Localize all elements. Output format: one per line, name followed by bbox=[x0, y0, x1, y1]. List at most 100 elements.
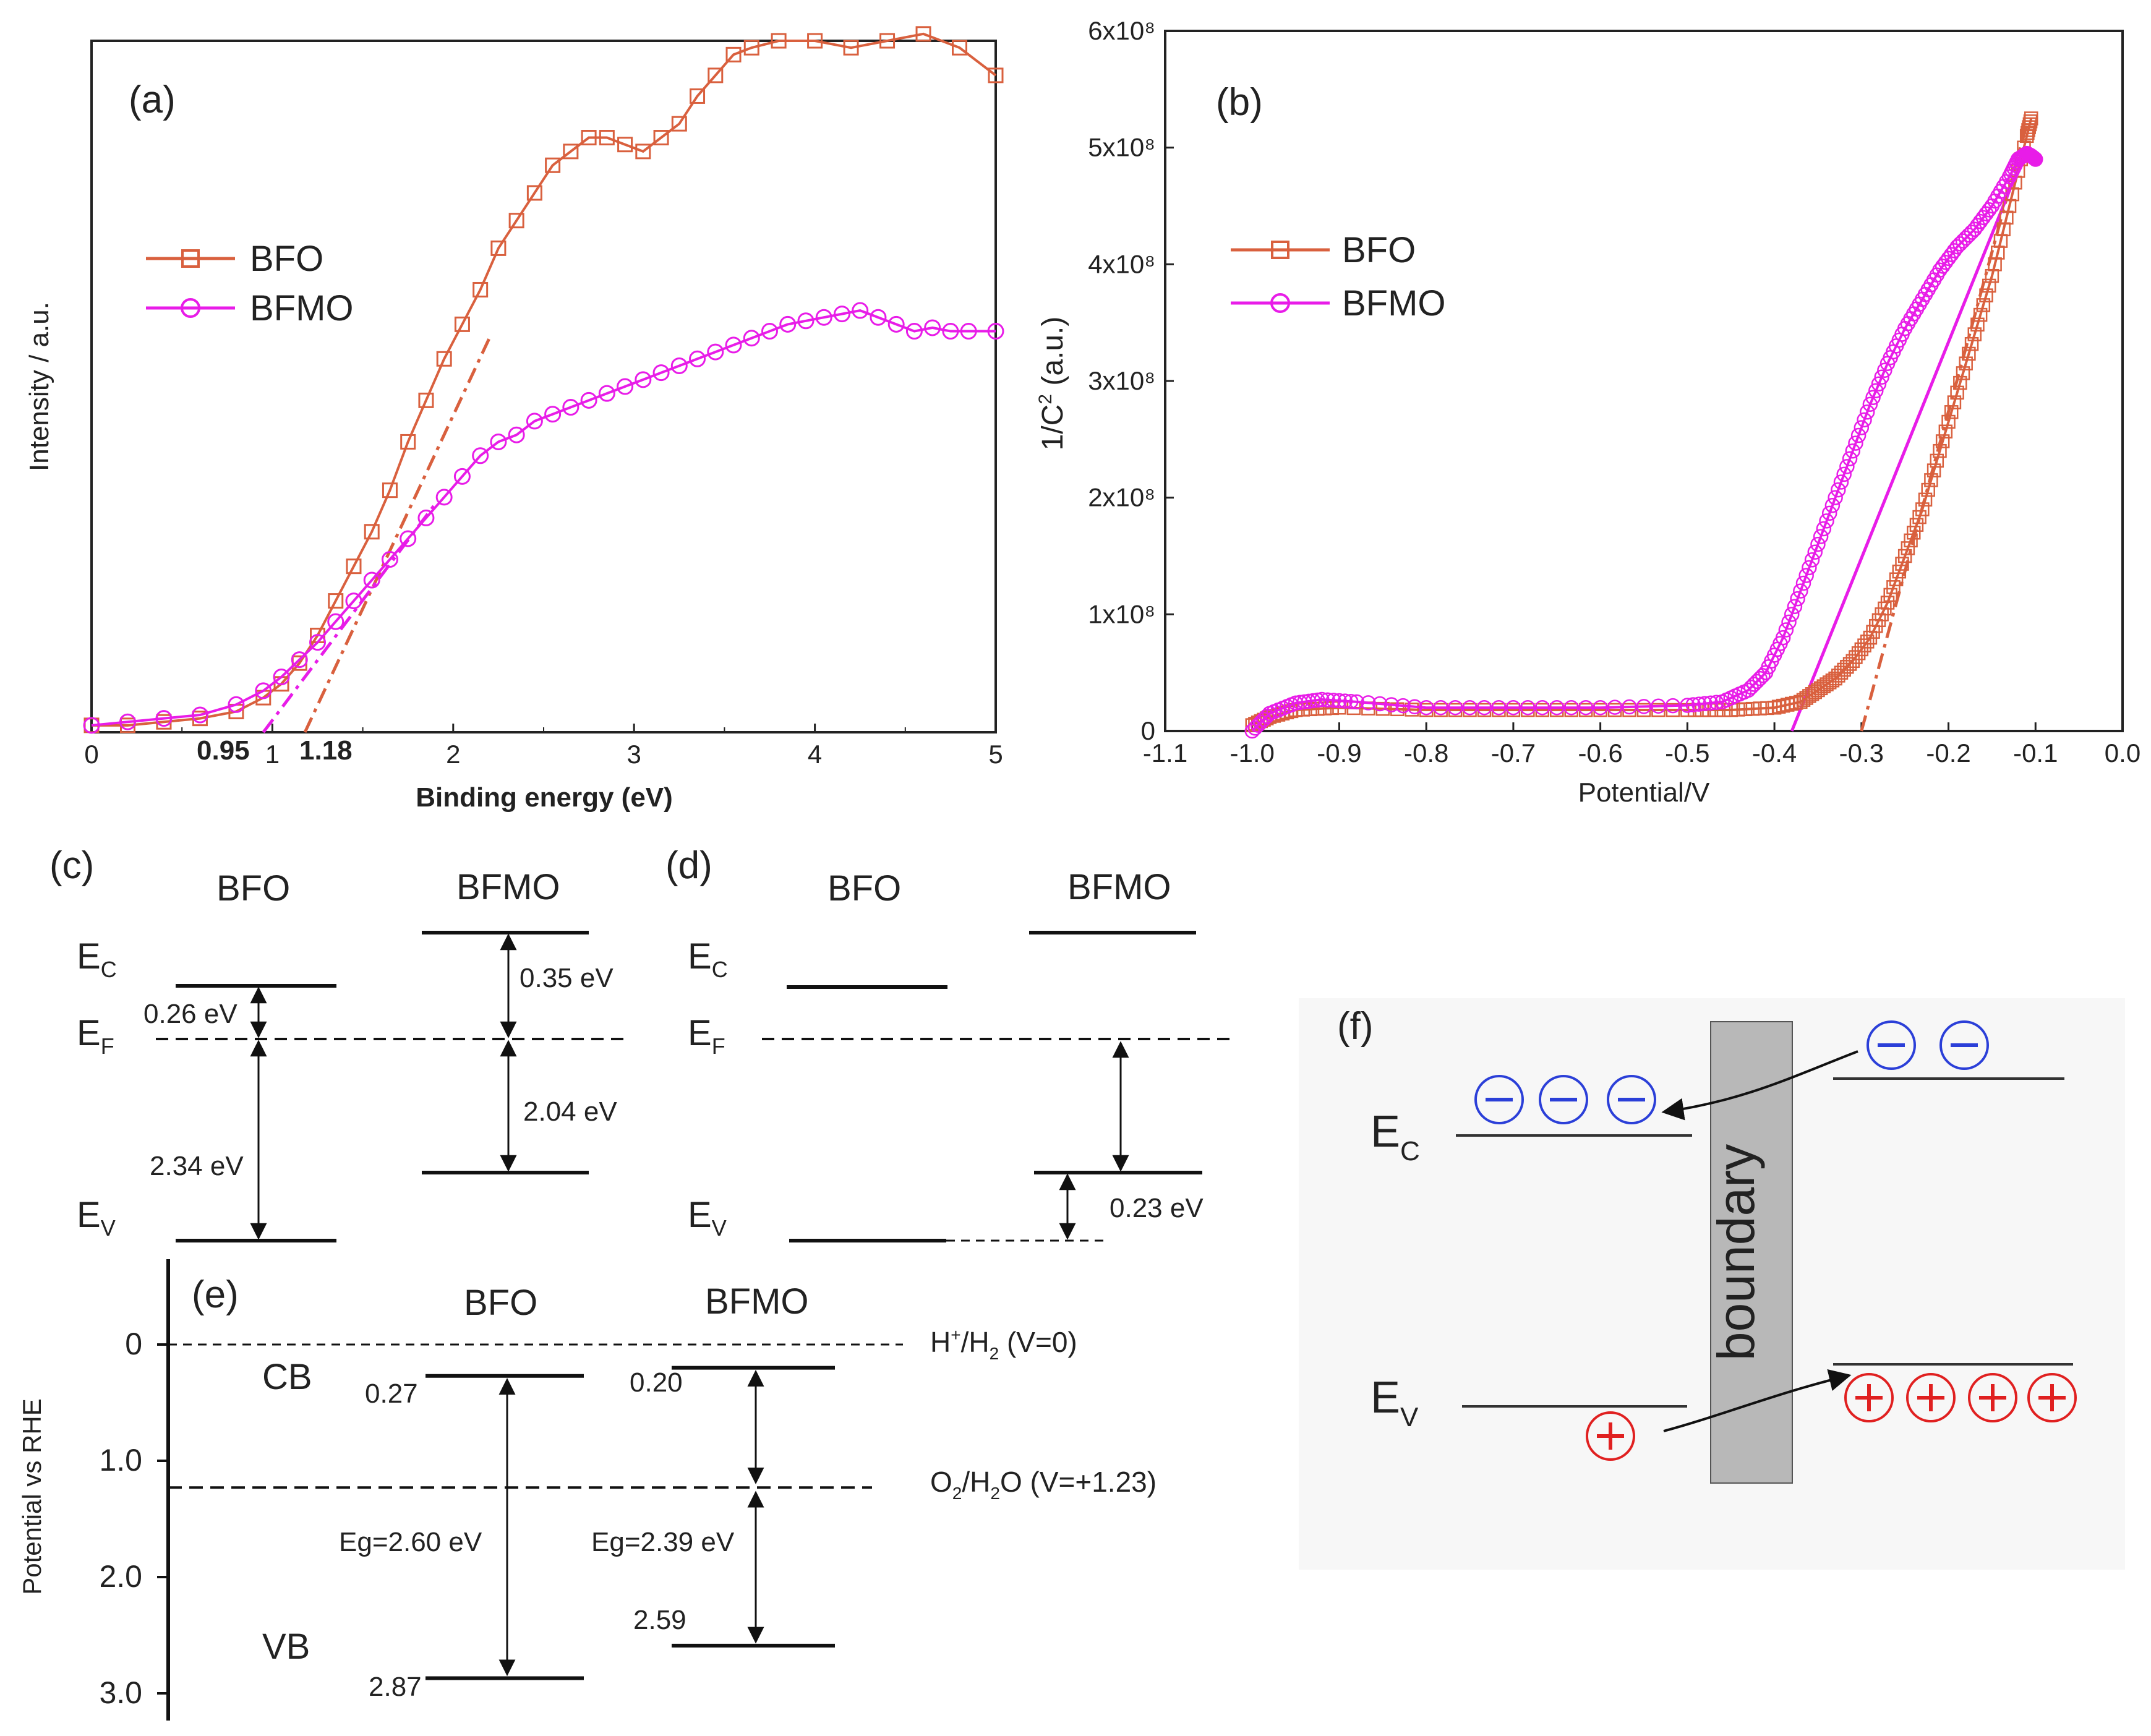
a-bfmo-point bbox=[490, 433, 507, 450]
b-y-tick-label: 1x10⁸ bbox=[1088, 599, 1155, 628]
b-bfo-point bbox=[1926, 463, 1941, 477]
b-bfmo-point bbox=[1749, 673, 1765, 690]
b-bfmo-point bbox=[1824, 497, 1841, 513]
b-bfmo-point bbox=[1810, 536, 1826, 552]
b-bfmo-point bbox=[1680, 698, 1695, 713]
a-bfmo-point bbox=[797, 312, 815, 330]
b-y-tick-label: 5x10⁸ bbox=[1088, 133, 1155, 162]
a-bfmo-point bbox=[689, 350, 706, 367]
a-bfo-point bbox=[599, 130, 615, 146]
b-bfo-point bbox=[1982, 278, 1996, 293]
b-bfmo-point bbox=[1447, 700, 1463, 716]
a-bfo-point bbox=[490, 240, 507, 256]
panel-f-label: (f) bbox=[1337, 1005, 1374, 1048]
panel-c-gap-234: 2.34 eV bbox=[150, 1151, 244, 1181]
panel-e-ylabel: Potential vs RHE bbox=[17, 1398, 46, 1594]
a-bfmo-point bbox=[887, 315, 905, 333]
b-bfmo-point bbox=[1862, 396, 1878, 412]
b-bfo-point bbox=[1909, 518, 1924, 532]
panel-c-bfo-title: BFO bbox=[216, 868, 290, 909]
panel-d-ec: EC bbox=[688, 936, 728, 982]
panel-b-frame bbox=[1164, 30, 2124, 732]
a-bfo-point bbox=[454, 316, 470, 332]
b-bfmo-point bbox=[1949, 239, 1965, 255]
panel-f: (f) boundary EC EV bbox=[1299, 998, 2125, 1570]
panel-f-charges bbox=[1474, 1020, 2077, 1461]
b-bfo-point bbox=[1921, 482, 1935, 497]
electron-icon bbox=[1474, 1075, 1524, 1124]
b-bfmo-point bbox=[1871, 376, 1887, 391]
a-bfmo-point bbox=[870, 309, 887, 326]
b-bfo-point bbox=[1311, 701, 1325, 716]
b-bfo-point bbox=[1738, 702, 1753, 717]
hole-icon bbox=[1968, 1373, 2017, 1422]
a-bfo-point bbox=[526, 185, 542, 201]
b-x-tick-label: -0.5 bbox=[1665, 738, 1709, 768]
a-x-tick-label: 1 bbox=[265, 740, 280, 769]
b-bfmo-point bbox=[1868, 383, 1884, 398]
a-bfmo-point bbox=[635, 371, 652, 388]
electron-icon bbox=[1867, 1020, 1916, 1070]
panel-c-gap-026: 0.26 eV bbox=[143, 999, 237, 1029]
panel-f-ev: EV bbox=[1371, 1373, 1419, 1432]
panel-b-xlabel: Potential/V bbox=[1578, 777, 1710, 808]
b-bfmo-point bbox=[1859, 404, 1875, 420]
b-bfmo-point bbox=[1578, 700, 1594, 716]
b-bfmo-point bbox=[1395, 698, 1411, 714]
b-bfmo-point bbox=[1607, 699, 1623, 715]
b-bfmo-point bbox=[1244, 723, 1260, 739]
b-bfmo-point bbox=[1952, 236, 1968, 252]
b-bfmo-point bbox=[1491, 700, 1507, 716]
b-bfo-point bbox=[1956, 366, 1970, 380]
b-bfmo-point bbox=[1314, 691, 1330, 708]
b-bfo-point bbox=[1375, 701, 1390, 716]
b-bfo-point bbox=[1976, 298, 1991, 312]
b-bfmo-point bbox=[1790, 591, 1805, 607]
panel-e-eg-bfo: Eg=2.60 eV bbox=[339, 1527, 482, 1557]
hole-icon bbox=[1906, 1373, 1956, 1422]
b-bfmo-point bbox=[1854, 420, 1870, 435]
b-bfo-point bbox=[1907, 526, 1921, 540]
b-bfmo-point bbox=[1961, 227, 1977, 243]
panel-c-label: (c) bbox=[49, 844, 94, 887]
panel-d-ef: EF bbox=[688, 1013, 725, 1059]
a-bfmo-point bbox=[381, 551, 398, 568]
b-bfmo-point bbox=[1958, 230, 1974, 246]
panel-f-hole-arrow bbox=[1663, 1369, 1852, 1432]
b-bfmo-point bbox=[1697, 696, 1713, 711]
a-x-tick-label: 3 bbox=[627, 740, 641, 769]
b-bfo-point bbox=[1886, 580, 1901, 594]
b-bfo-point bbox=[1915, 502, 1930, 516]
panel-e-bfmo-vb-value: 2.59 bbox=[633, 1605, 686, 1635]
b-bfo-point bbox=[1953, 375, 1967, 390]
a-bfo-point bbox=[807, 33, 823, 49]
e-y-tick-label: 1.0 bbox=[99, 1443, 142, 1477]
b-x-tick-label: -0.2 bbox=[1926, 738, 1970, 768]
a-bfo-point bbox=[988, 67, 1004, 83]
b-bfmo-point bbox=[1320, 692, 1335, 708]
b-bfmo-point bbox=[1709, 695, 1724, 711]
b-bfo-point bbox=[1889, 572, 1904, 586]
b-bfmo-point bbox=[1781, 614, 1797, 630]
electron-icon bbox=[1607, 1075, 1656, 1124]
b-bfmo-point bbox=[1361, 695, 1376, 711]
panel-c-ef: EF bbox=[77, 1013, 114, 1059]
b-bfo-point bbox=[1970, 317, 1985, 332]
b-bfmo-point bbox=[1665, 698, 1681, 714]
a-bfmo-point bbox=[453, 468, 471, 485]
b-bfo-point bbox=[1959, 356, 1973, 370]
b-bfmo-point bbox=[1848, 435, 1863, 451]
a-bfmo-line bbox=[91, 309, 996, 727]
b-bfo-point bbox=[1724, 703, 1738, 717]
b-bfmo-point bbox=[1651, 698, 1666, 714]
b-bfmo-point bbox=[1857, 412, 1872, 428]
e-y-tick-label: 0 bbox=[125, 1327, 142, 1361]
b-bfmo-point bbox=[1740, 682, 1756, 698]
panel-b-legend-bfmo: BFMO bbox=[1342, 283, 1446, 323]
b-bfmo-point bbox=[1784, 607, 1800, 622]
b-bfmo-point bbox=[1865, 390, 1881, 405]
a-bfmo-point bbox=[255, 682, 272, 699]
b-bfmo-point bbox=[1935, 259, 1951, 274]
panel-d-gap-023: 0.23 eV bbox=[1110, 1193, 1204, 1223]
b-bfmo-point bbox=[1332, 693, 1347, 709]
